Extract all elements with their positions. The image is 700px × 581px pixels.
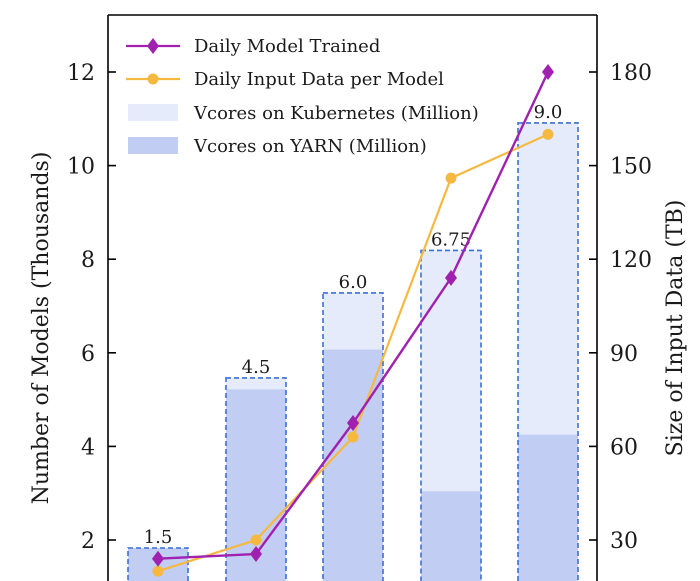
left-tick-label: 4 [81, 435, 95, 460]
left-tick-label: 12 [67, 61, 95, 86]
point-input-data [347, 431, 359, 443]
point-models-trained [347, 415, 359, 431]
legend: Daily Model Trained Daily Input Data per… [126, 36, 479, 157]
legend-k8s-swatch [128, 104, 178, 121]
bar-yarn [421, 491, 481, 581]
point-input-data [542, 128, 554, 140]
point-models-trained [542, 64, 554, 80]
left-tick-label: 2 [81, 529, 95, 554]
left-tick-label: 6 [81, 342, 95, 367]
bar-yarn [323, 349, 383, 581]
point-models-trained [445, 269, 457, 286]
point-models-trained [250, 546, 262, 563]
left-tick-label: 10 [67, 155, 95, 180]
right-tick-label: 120 [610, 248, 652, 273]
bar-value-label: 9.0 [534, 102, 563, 123]
legend-data-marker-icon [147, 73, 159, 85]
lines-layer [152, 64, 554, 577]
point-input-data [152, 565, 164, 577]
bar-outline [225, 377, 287, 581]
bar-value-label: 4.5 [242, 357, 271, 378]
legend-k8s-label: Vcores on Kubernetes (Million) [193, 103, 479, 124]
y-left-label: Number of Models (Thousands) [29, 152, 54, 505]
y-right-label: Size of Input Data (TB) [663, 200, 688, 457]
bar-value-label: 6.0 [339, 272, 368, 293]
legend-model-marker-icon [147, 38, 159, 54]
left-tick-label: 8 [81, 248, 95, 273]
right-tick-label: 60 [610, 435, 638, 460]
point-input-data [445, 172, 457, 184]
right-tick-label: 180 [610, 61, 652, 86]
bar-outline [420, 249, 482, 581]
point-input-data [250, 534, 262, 546]
bar-outline [322, 292, 384, 581]
bars-layer: 1.5 4.5 6.0 6.75 9.0 [127, 102, 579, 581]
bar-value-label: 1.5 [144, 527, 173, 548]
right-tick-label: 30 [610, 529, 638, 554]
legend-data-label: Daily Input Data per Model [194, 69, 444, 90]
right-ticks: 30 60 90 120 150 180 [589, 61, 652, 554]
legend-yarn-label: Vcores on YARN (Million) [193, 136, 427, 157]
bar-yarn [518, 434, 578, 581]
bar-value-label: 6.75 [431, 229, 471, 250]
bar-outline [517, 122, 579, 581]
right-tick-label: 150 [610, 155, 652, 180]
left-ticks: 2 4 6 8 10 12 [67, 61, 116, 554]
point-models-trained [152, 550, 164, 567]
right-tick-label: 90 [610, 342, 638, 367]
legend-model-label: Daily Model Trained [194, 36, 380, 57]
legend-yarn-swatch [128, 137, 178, 154]
